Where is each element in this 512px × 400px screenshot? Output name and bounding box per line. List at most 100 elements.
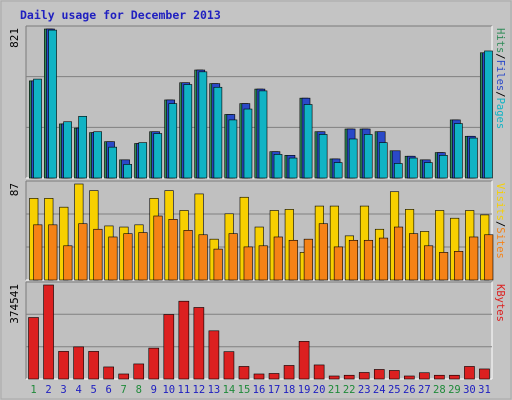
day-label-9: 9 [151, 384, 157, 396]
day-label-16: 16 [253, 384, 266, 396]
bar-sites-day-27 [424, 245, 434, 281]
bar-hits-day-11 [183, 84, 193, 179]
legend-entry-pages: Pages [494, 98, 506, 130]
bar-kbytes-day-3 [58, 351, 69, 380]
bar-hits-day-22 [348, 138, 358, 179]
day-label-30: 30 [463, 384, 476, 396]
day-label-27: 27 [418, 384, 431, 396]
panel-visits-max-label: 87 [8, 183, 21, 196]
bar-sites-day-1 [33, 224, 43, 281]
bar-kbytes-day-30 [464, 366, 475, 380]
bar-kbytes-day-10 [163, 314, 175, 380]
day-label-17: 17 [268, 384, 281, 396]
bar-sites-day-20 [318, 223, 328, 281]
bar-sites-day-2 [48, 224, 58, 281]
panel-kbytes-legend: KBytes [494, 284, 506, 322]
bar-kbytes-day-12 [193, 307, 205, 380]
legend-entry-hits: Hits [494, 28, 506, 53]
bar-sites-day-12 [198, 234, 208, 281]
bar-hits-day-29 [454, 123, 463, 179]
bar-kbytes-day-1 [28, 317, 39, 380]
day-label-15: 15 [238, 384, 251, 396]
legend-separator: / [494, 91, 506, 97]
bar-hits-day-16 [258, 90, 268, 179]
bar-sites-day-7 [123, 233, 133, 281]
day-label-18: 18 [283, 384, 296, 396]
bar-sites-day-31 [484, 234, 494, 281]
bar-kbytes-day-17 [268, 373, 280, 380]
day-label-2: 2 [45, 384, 51, 396]
bar-sites-day-5 [93, 228, 103, 281]
bar-hits-day-4 [78, 115, 87, 179]
bar-kbytes-day-18 [283, 365, 295, 380]
day-label-19: 19 [298, 384, 311, 396]
bar-sites-day-25 [393, 226, 404, 281]
day-label-7: 7 [121, 384, 127, 396]
bar-kbytes-day-5 [88, 351, 99, 380]
chart-title: Daily usage for December 2013 [20, 8, 221, 22]
bar-hits-day-28 [439, 155, 448, 179]
day-label-28: 28 [433, 384, 446, 396]
bar-kbytes-day-26 [404, 375, 415, 380]
bar-sites-day-8 [138, 232, 148, 281]
panel-kbytes-max-label: 374541 [8, 284, 21, 324]
bar-hits-day-12 [198, 71, 208, 179]
legend-entry-sites: Sites [494, 227, 506, 259]
bar-kbytes-day-7 [118, 373, 130, 380]
day-label-31: 31 [478, 384, 491, 396]
bar-hits-day-21 [333, 162, 343, 179]
day-label-8: 8 [136, 384, 142, 396]
bar-sites-day-28 [439, 252, 449, 281]
bar-hits-day-8 [138, 142, 148, 179]
bar-kbytes-day-13 [208, 330, 220, 380]
bar-hits-day-30 [469, 137, 478, 179]
bar-sites-day-9 [153, 215, 163, 281]
bar-sites-day-4 [78, 223, 88, 281]
bar-sites-day-14 [228, 233, 238, 281]
bar-sites-day-18 [288, 239, 298, 281]
day-label-23: 23 [358, 384, 371, 396]
bar-kbytes-day-15 [238, 366, 250, 380]
panel-hits-max-label: 821 [8, 28, 21, 48]
bar-hits-day-13 [213, 86, 223, 179]
bar-hits-day-26 [409, 157, 418, 179]
bar-sites-day-11 [183, 230, 193, 281]
bar-sites-day-29 [454, 251, 464, 281]
day-label-29: 29 [448, 384, 461, 396]
bar-hits-day-10 [168, 103, 178, 179]
bar-hits-day-17 [273, 154, 283, 179]
day-label-21: 21 [328, 384, 341, 396]
legend-entry-visits: Visits [494, 183, 506, 221]
day-label-25: 25 [388, 384, 401, 396]
panel-visits: 87 Visits/Sites [8, 180, 506, 281]
legend-entry-kbytes: KBytes [494, 284, 506, 322]
day-label-22: 22 [343, 384, 356, 396]
day-label-13: 13 [208, 384, 221, 396]
bar-sites-day-30 [469, 236, 479, 281]
day-label-1: 1 [30, 384, 36, 396]
bar-kbytes-day-21 [328, 375, 340, 380]
day-label-11: 11 [178, 384, 191, 396]
bar-sites-day-19 [303, 238, 313, 281]
bar-hits-day-1 [33, 78, 42, 179]
bar-kbytes-day-20 [313, 364, 325, 380]
bar-hits-day-27 [424, 162, 433, 179]
bar-kbytes-day-14 [223, 351, 235, 380]
bar-hits-day-6 [108, 146, 117, 179]
bar-hits-day-15 [243, 108, 253, 179]
day-label-12: 12 [193, 384, 206, 396]
bar-hits-day-5 [93, 131, 102, 179]
panel-hits-legend: Hits/Files/Pages [494, 28, 506, 129]
bar-kbytes-day-25 [388, 370, 400, 380]
bar-kbytes-day-27 [419, 372, 430, 380]
bar-kbytes-day-6 [103, 366, 114, 380]
bar-kbytes-day-4 [73, 346, 84, 380]
day-label-14: 14 [223, 384, 236, 396]
day-label-24: 24 [373, 384, 386, 396]
bar-sites-day-24 [378, 237, 389, 281]
bar-kbytes-day-31 [479, 368, 490, 380]
legend-separator: / [494, 221, 506, 227]
bar-hits-day-20 [318, 134, 328, 179]
bar-kbytes-day-19 [298, 341, 310, 380]
panel-hits: 821 Hits/Files/Pages [8, 25, 506, 179]
